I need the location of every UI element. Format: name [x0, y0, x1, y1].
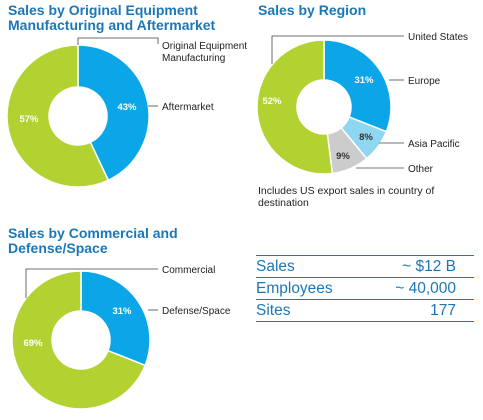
leader-line-original-equipment-manufacturing	[77, 37, 159, 45]
stat-label: Sites	[256, 301, 291, 319]
leader-line-united-states	[271, 35, 404, 64]
slice-value-label-defense-space: 31%	[112, 306, 132, 317]
stat-label: Employees	[256, 279, 333, 297]
chart-title-oem-line-1: Sales by Original Equipment	[8, 2, 198, 18]
stat-row-sales: Sales ~ $12 B	[256, 255, 474, 277]
slice-value-label-united-states: 52%	[262, 96, 282, 107]
chart-title-oem-line-2: Manufacturing and Aftermarket	[8, 17, 216, 33]
chart-title-region: Sales by Region	[258, 3, 366, 18]
slice-commercial	[11, 270, 147, 410]
slice-value-label-aftermarket: 43%	[117, 102, 137, 113]
slice-defense-space	[80, 270, 151, 367]
leader-line-commercial	[25, 268, 158, 298]
slice-category-label-aftermarket: Aftermarket	[162, 102, 214, 113]
slice-value-label-asia-pacific: 8%	[359, 132, 373, 143]
chart-title-region-line-1: Sales by Region	[258, 2, 367, 18]
stat-row-sites: Sites 177	[256, 299, 474, 322]
slice-category-label-europe: Europe	[408, 76, 441, 87]
chart-title-oem: Sales by Original Equipment Manufacturin…	[8, 3, 215, 33]
slice-value-label-other: 9%	[336, 151, 350, 162]
stat-value: 177	[430, 301, 456, 319]
slice-europe	[323, 39, 392, 133]
slice-category-label-other: Other	[408, 164, 434, 175]
stat-label: Sales	[256, 257, 295, 275]
slice-category-label-united-states: United States	[408, 32, 468, 43]
stat-value: ~ $12 B	[402, 257, 456, 275]
chart-title-commercial-line-2: Defense/Space	[8, 240, 108, 256]
stat-row-employees: Employees ~ 40,000	[256, 277, 474, 299]
slice-category-label-commercial: Commercial	[162, 265, 215, 276]
stats-table: Sales ~ $12 B Employees ~ 40,000 Sites 1…	[256, 255, 474, 322]
chart-title-commercial-line-1: Sales by Commercial and	[8, 225, 178, 241]
slice-category-label-asia-pacific: Asia Pacific	[408, 139, 460, 150]
slice-original-equipment-manufacturing	[6, 44, 110, 188]
region-note: Includes US export sales in country of d…	[258, 185, 435, 209]
slice-value-label-original-equipment-manufacturing: 57%	[19, 114, 39, 125]
stat-value: ~ 40,000	[395, 279, 456, 297]
slice-category-label-original-equipment-manufacturing: Original Equipment	[162, 41, 247, 52]
slice-value-label-europe: 31%	[354, 75, 374, 86]
chart-title-commercial: Sales by Commercial and Defense/Space	[8, 226, 178, 256]
slice-aftermarket	[77, 44, 150, 182]
slice-united-states	[256, 39, 334, 175]
slice-category-label-original-equipment-manufacturing: Manufacturing	[162, 53, 225, 64]
slice-category-label-defense-space: Defense/Space	[162, 306, 231, 317]
slice-value-label-commercial: 69%	[23, 338, 43, 349]
